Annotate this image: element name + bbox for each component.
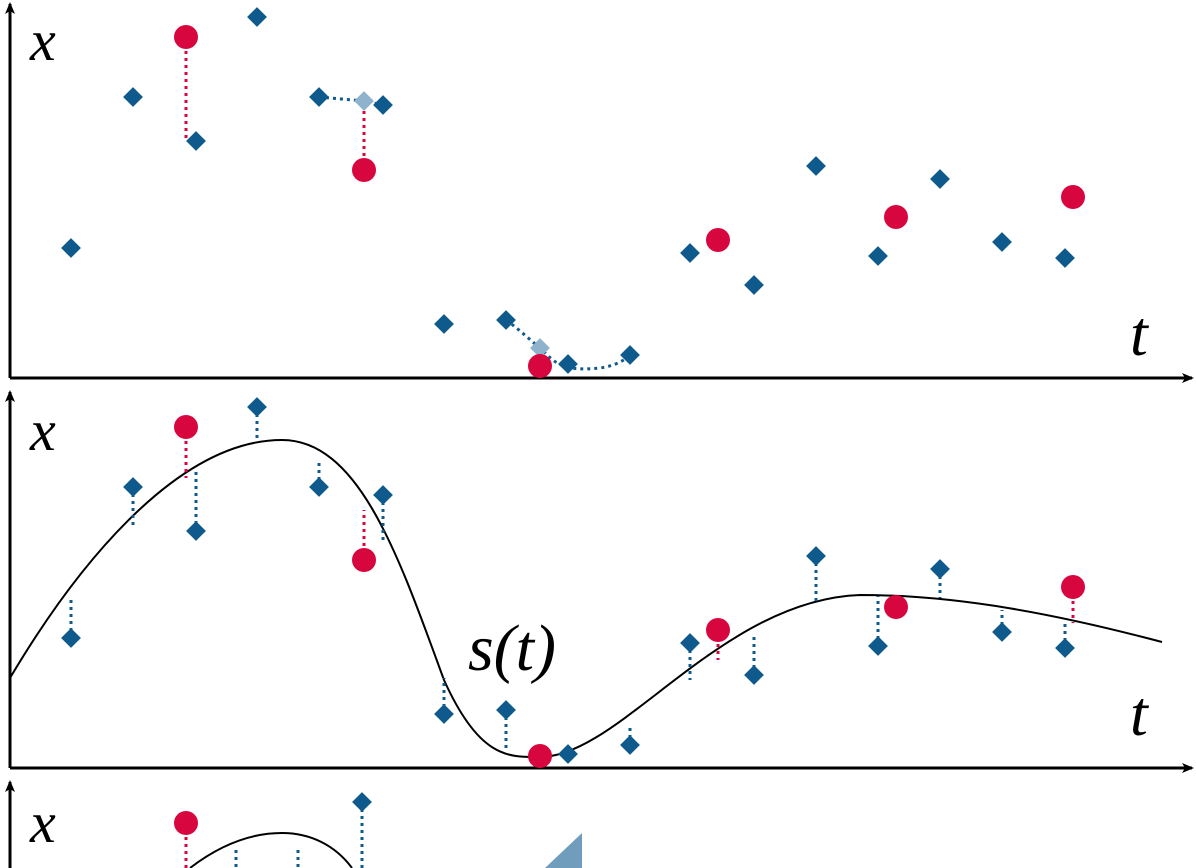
sample-diamond	[744, 665, 764, 685]
sample-diamond	[309, 477, 329, 497]
panel-2-diamonds	[61, 397, 1075, 764]
marker	[545, 833, 582, 868]
sample-diamond	[930, 169, 950, 189]
sample-diamond	[992, 622, 1012, 642]
sample-diamond	[620, 735, 640, 755]
sample-diamond	[434, 314, 454, 334]
panel-2-circles	[174, 415, 1085, 768]
y-label: x	[29, 8, 56, 73]
sample-diamond	[496, 310, 516, 330]
fit-curve	[9, 438, 1163, 759]
sample-circle	[174, 811, 198, 835]
sample-diamond	[352, 792, 372, 812]
sample-diamond	[558, 744, 578, 764]
sample-circle	[174, 415, 198, 439]
panel-2-links	[69, 407, 1075, 757]
sample-diamond	[1055, 248, 1075, 268]
sample-diamond	[744, 275, 764, 295]
y-label: x	[29, 398, 56, 463]
sample-diamond	[620, 345, 640, 365]
sample-circle	[528, 354, 552, 378]
sample-diamond	[680, 633, 700, 653]
sample-diamond	[61, 628, 81, 648]
sample-circle	[884, 595, 908, 619]
panel-1-links	[184, 37, 632, 371]
sample-diamond	[373, 485, 393, 505]
sample-diamond	[992, 232, 1012, 252]
sample-diamond	[309, 87, 329, 107]
sample-diamond	[930, 559, 950, 579]
sample-diamond	[373, 95, 393, 115]
sample-circle	[1061, 185, 1085, 209]
y-label: x	[29, 790, 56, 855]
sample-diamond	[123, 477, 143, 497]
sample-diamond	[680, 243, 700, 263]
sample-circle	[352, 548, 376, 572]
sample-diamond	[558, 354, 578, 374]
sample-diamond	[806, 156, 826, 176]
sample-circle	[1061, 575, 1085, 599]
sample-circle	[528, 744, 552, 768]
sample-diamond	[61, 238, 81, 258]
sample-diamond	[247, 397, 267, 417]
sample-diamond	[186, 131, 206, 151]
sample-diamond	[123, 87, 143, 107]
sample-diamond	[434, 704, 454, 724]
x-label: t	[1130, 298, 1150, 369]
sample-circle	[706, 618, 730, 642]
x-label: t	[1130, 678, 1150, 749]
panel-1-circles	[174, 25, 1085, 378]
sample-circle	[884, 205, 908, 229]
sample-diamond	[868, 246, 888, 266]
sample-diamond	[806, 546, 826, 566]
sample-diamond	[496, 700, 516, 720]
curve-label: s(t)	[468, 612, 556, 685]
sample-diamond	[186, 521, 206, 541]
sample-circle	[174, 25, 198, 49]
fit-curve	[189, 831, 353, 868]
sample-diamond	[868, 636, 888, 656]
sample-circle	[352, 158, 376, 182]
panel-1-diamonds	[61, 7, 1075, 374]
sample-diamond	[247, 7, 267, 27]
sample-circle	[706, 228, 730, 252]
sample-diamond	[1055, 638, 1075, 658]
